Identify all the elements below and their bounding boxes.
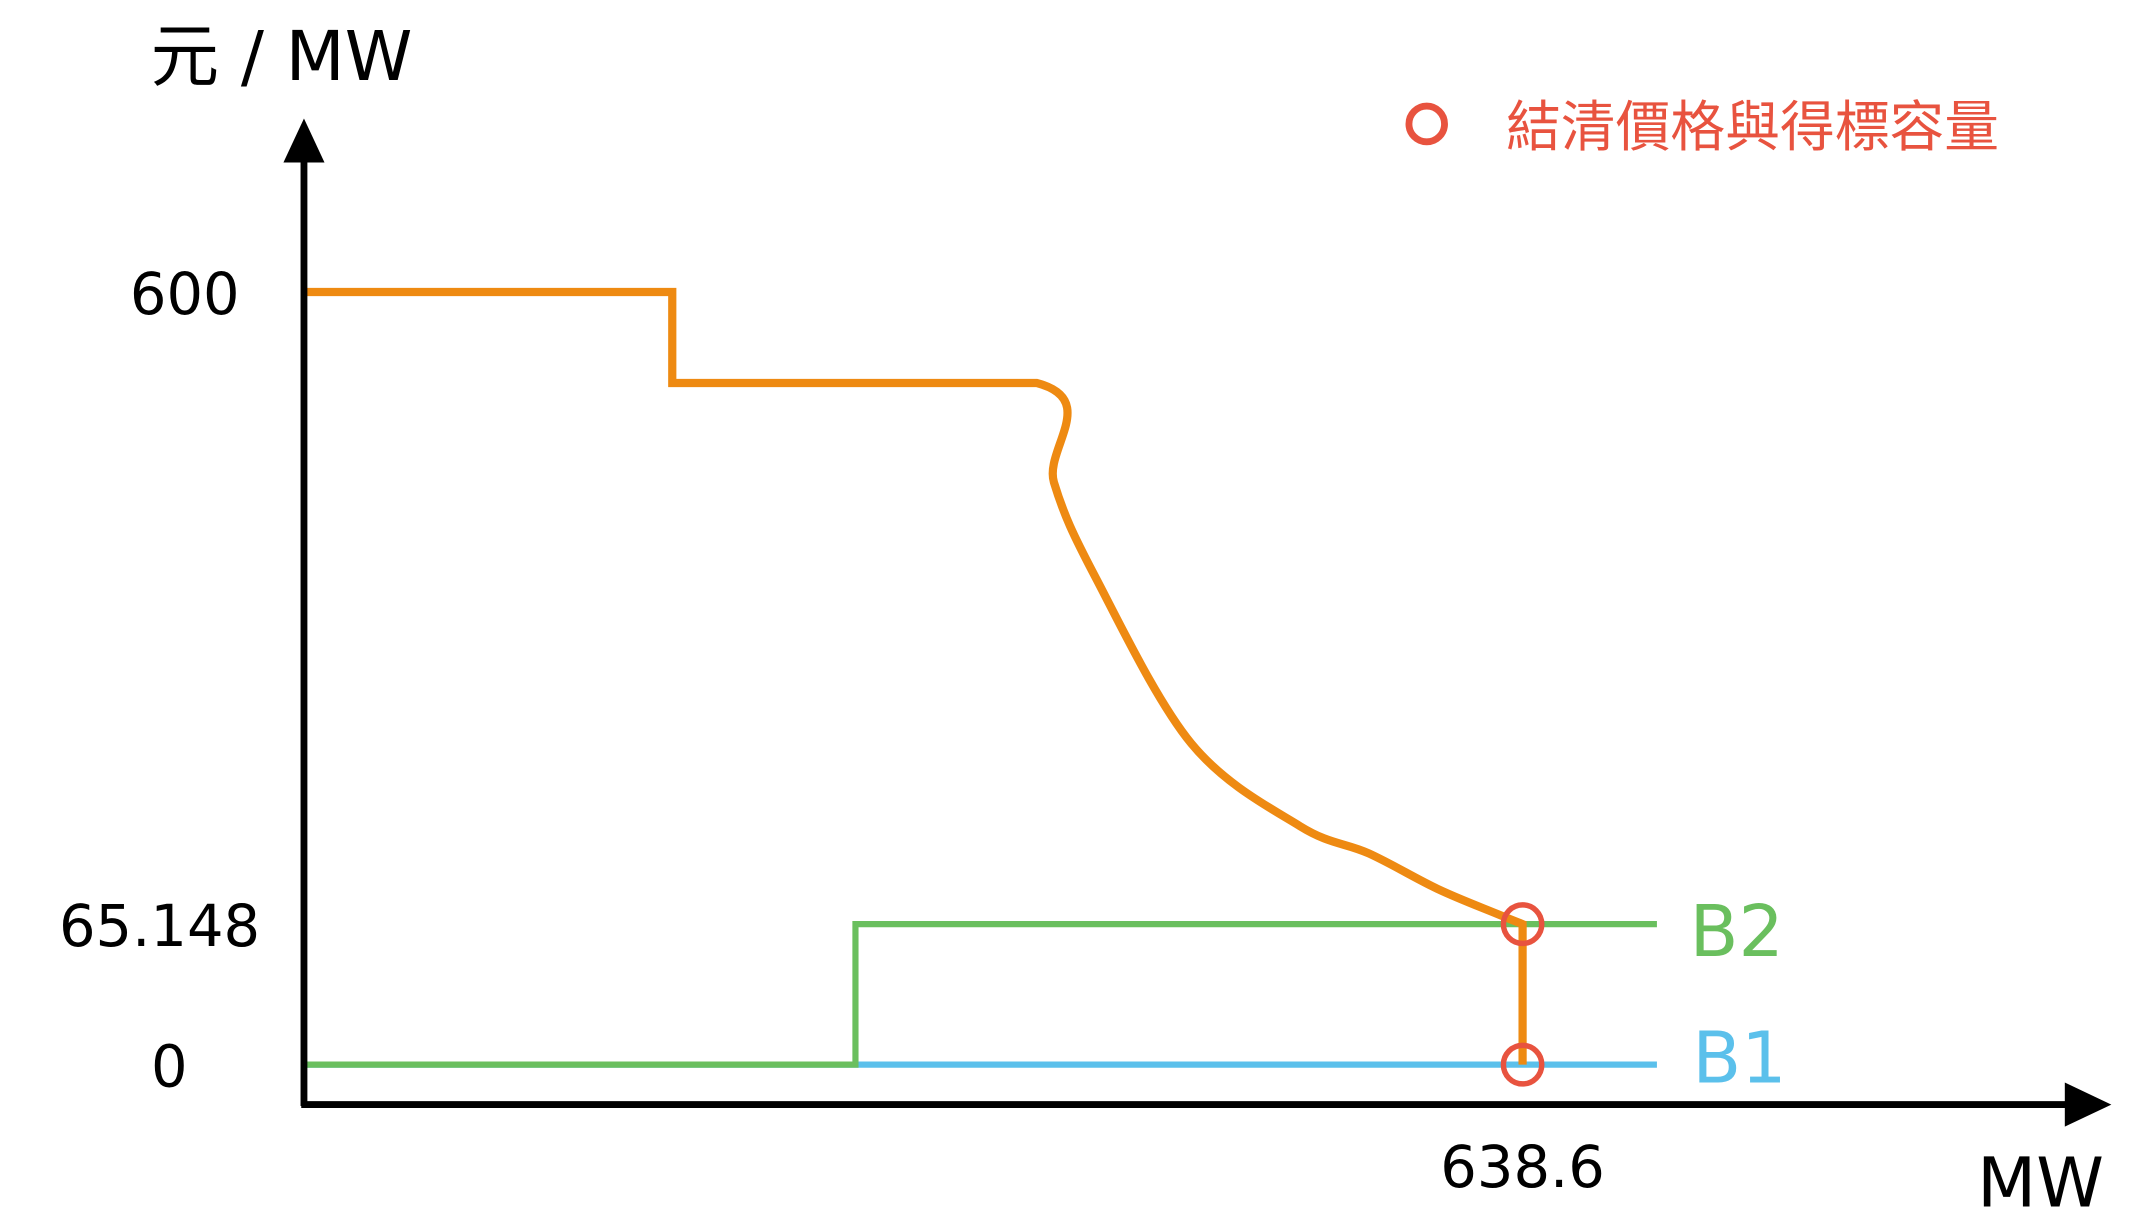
legend-label: 結清價格與得標容量 bbox=[1506, 95, 1999, 159]
y-tick-label: 0 bbox=[151, 1033, 188, 1101]
supply-curve-line bbox=[303, 287, 1527, 1065]
series-layer bbox=[303, 287, 1657, 1068]
x-tick-label: 638.6 bbox=[1440, 1133, 1605, 1201]
x-axis-arrow bbox=[2064, 1082, 2112, 1127]
legend: 結清價格與得標容量 bbox=[1405, 95, 1999, 159]
y-tick-label: 600 bbox=[130, 260, 240, 328]
clearing-point-marker bbox=[1500, 902, 1545, 947]
series-label-b2: B2 bbox=[1690, 890, 1784, 973]
legend-circle-icon bbox=[1405, 102, 1448, 146]
clearing-point-marker bbox=[1500, 1042, 1545, 1087]
series-b2-line bbox=[303, 921, 1657, 1068]
y-axis-label: 元 / MW bbox=[151, 17, 413, 97]
series-label-b1: B1 bbox=[1692, 1016, 1786, 1099]
y-tick-label: 65.148 bbox=[59, 892, 260, 960]
x-axis-label: MW bbox=[1977, 1143, 2104, 1212]
tick-labels: 0 65.148 600 638.6 bbox=[59, 260, 1605, 1201]
y-axis-arrow bbox=[283, 118, 325, 163]
marker-layer bbox=[1500, 902, 1545, 1087]
